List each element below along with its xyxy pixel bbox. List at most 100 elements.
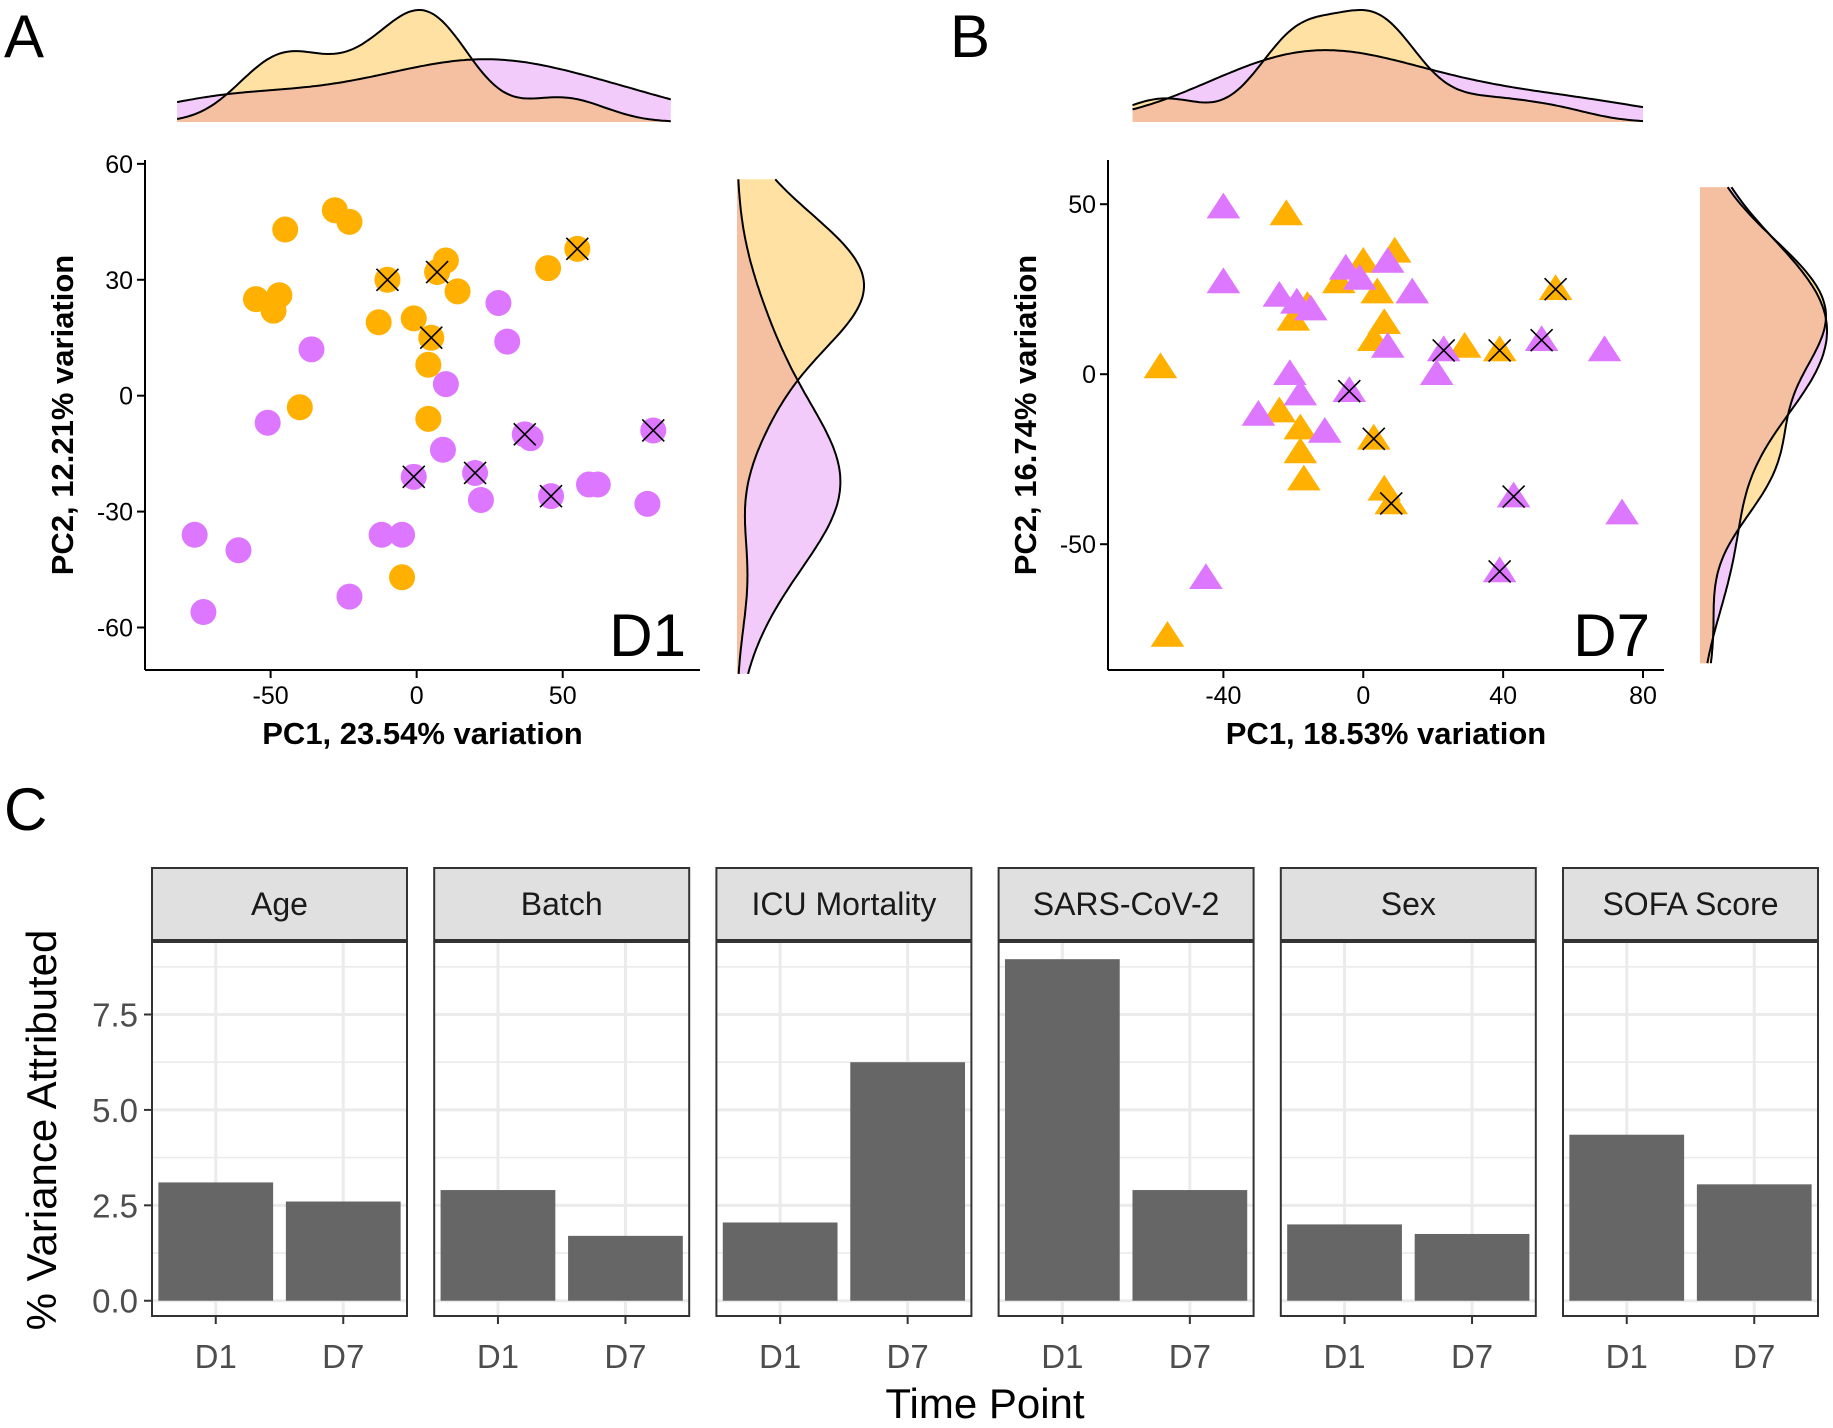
- group2-point: [389, 521, 416, 548]
- group2-point: [225, 537, 252, 564]
- group2-point: [432, 371, 459, 398]
- cross-marker: [425, 260, 449, 284]
- x-tick-label: -50: [253, 682, 289, 710]
- x-tick-label: -40: [1205, 682, 1241, 710]
- y-tick-label: -60: [97, 615, 133, 643]
- y-axis-title: PC2, 16.74% variation: [1008, 255, 1043, 576]
- cross-marker: [1362, 427, 1386, 451]
- panel-a-label: A: [4, 3, 44, 70]
- x-tick-label: D1: [1041, 1338, 1083, 1375]
- y-tick-label: -30: [97, 499, 133, 527]
- group2-point: [1342, 264, 1377, 290]
- facet-strip-label: Age: [251, 886, 308, 922]
- facet-border: [997, 941, 1255, 1317]
- group2-point: [1273, 359, 1307, 385]
- bar-d7: [285, 1201, 401, 1301]
- facet-strip-label: Sex: [1381, 886, 1436, 922]
- x-tick-label: 0: [410, 682, 424, 710]
- x-tick-label: D1: [195, 1338, 237, 1375]
- top-density-group2-outline: [1132, 49, 1644, 111]
- bar-d7: [1132, 1190, 1248, 1301]
- cross-marker: [641, 418, 665, 443]
- y-tick-label: 0: [1082, 361, 1096, 389]
- group2-point: [485, 289, 512, 316]
- facet-strip-label: ICU Mortality: [751, 886, 936, 922]
- group1-point: [260, 297, 287, 324]
- group1-point: [1374, 488, 1409, 515]
- facet-border: [1562, 941, 1819, 1317]
- cross-marker: [513, 422, 537, 446]
- cross-marker: [1432, 338, 1456, 362]
- group1-point: [415, 351, 442, 378]
- cross-marker: [1502, 485, 1526, 509]
- cross-marker: [1544, 277, 1568, 301]
- group2-point: [1524, 325, 1559, 351]
- x-tick-label: D1: [759, 1338, 801, 1375]
- group2-point: [467, 487, 494, 513]
- top-density-group2-outline: [176, 58, 672, 104]
- y-tick-label: 5.0: [92, 1092, 138, 1129]
- y-axis-title: % Variance Attributed: [18, 930, 65, 1331]
- top-density-overlap: [1132, 50, 1643, 122]
- group1-point: [1356, 423, 1391, 450]
- right-density-group2-outline: [737, 179, 842, 675]
- group1-point: [336, 208, 363, 235]
- facet-border: [1279, 941, 1537, 1317]
- x-tick-label: D7: [1733, 1338, 1775, 1375]
- y-tick-label: 0: [119, 383, 133, 411]
- x-tick-label: D7: [887, 1338, 929, 1375]
- right-density-group1: [737, 179, 864, 674]
- bar-d1: [440, 1190, 556, 1301]
- facet-panel: Age D1 D7: [151, 867, 408, 1375]
- x-tick-label: D7: [1451, 1338, 1493, 1375]
- facet-panel: ICU Mortality D1 D7: [715, 867, 973, 1375]
- group2-point: [1206, 192, 1241, 219]
- facet-strip-label: Batch: [521, 886, 603, 922]
- group1-point: [400, 305, 427, 332]
- group1-point: [286, 394, 313, 421]
- group1-point: [1269, 199, 1304, 226]
- cross-marker: [1488, 338, 1512, 362]
- group2-point: [1419, 359, 1454, 385]
- group1-point: [1262, 396, 1297, 423]
- group1-point: [389, 564, 416, 591]
- panel-b-scatter: -40 0 40 80 -50 0 50 PC1, 18.53% variation PC2, …: [1008, 9, 1828, 751]
- y-tick-label: 60: [105, 151, 133, 179]
- cross-marker: [463, 461, 487, 485]
- x-tick-label: D1: [1606, 1338, 1648, 1375]
- inset-timepoint-label: D1: [609, 602, 686, 669]
- cross-marker: [1530, 328, 1554, 352]
- group1-point: [535, 255, 562, 282]
- facet-strip: [433, 867, 691, 941]
- top-density-group1-outline: [1132, 9, 1644, 123]
- cross-marker: [539, 484, 563, 508]
- x-tick-label: D7: [1169, 1338, 1211, 1375]
- cross-marker: [419, 326, 443, 350]
- x-axis-title: Time Point: [885, 1380, 1085, 1427]
- group1-point: [1283, 413, 1318, 440]
- facet-border: [715, 941, 973, 1317]
- facet-panel: SOFA Score D1 D7: [1562, 867, 1819, 1375]
- bar-d1: [1569, 1134, 1685, 1301]
- x-axis-title: PC1, 23.54% variation: [262, 716, 583, 751]
- panel-a-scatter: -50 0 50 -60 -30 0 30 60 PC1, 23.54% variation PC…: [45, 9, 865, 751]
- group2-point: [368, 521, 395, 548]
- x-tick-label: D1: [477, 1338, 519, 1375]
- group1-point: [1538, 274, 1573, 300]
- cross-marker: [1488, 559, 1512, 583]
- cross-marker: [565, 237, 589, 261]
- group2-point: [1370, 247, 1405, 273]
- group1-point: [1283, 437, 1318, 464]
- group2-point: [1426, 335, 1461, 362]
- right-density-overlap: [1700, 187, 1826, 664]
- group2-point: [1262, 281, 1297, 307]
- panel-c-label: C: [4, 776, 47, 843]
- x-tick-label: 80: [1629, 682, 1657, 710]
- facet-panel: Batch D1 D7: [433, 867, 691, 1375]
- panel-b-label: B: [950, 3, 990, 70]
- group2-point: [190, 599, 217, 626]
- group1-point: [1367, 308, 1402, 334]
- right-density-group2-outline: [1706, 186, 1828, 664]
- group1-point: [1276, 304, 1311, 331]
- y-tick-label: 7.5: [92, 997, 138, 1034]
